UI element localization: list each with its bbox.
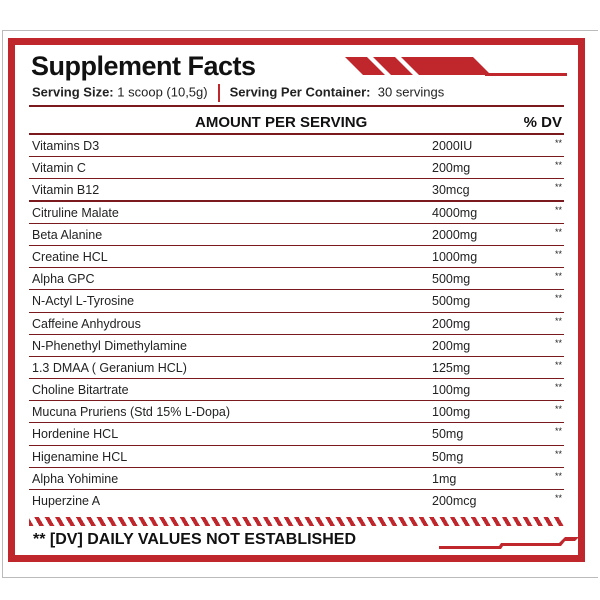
nutrient-name: Vitamins D3 — [32, 139, 100, 153]
nutrient-name: Higenamine HCL — [32, 449, 128, 464]
nutrient-name: Creatine HCL — [32, 249, 108, 264]
nutrient-dv: ** — [554, 271, 562, 282]
nutrient-dv: ** — [554, 382, 562, 393]
serving-size-value: 1 scoop (10,5g) — [117, 84, 208, 100]
nutrient-amount: 100mg — [432, 405, 471, 420]
nutrient-dv: ** — [554, 293, 562, 304]
nutrient-amount: 1000mg — [432, 249, 478, 264]
table-row: Beta Alanine 2000mg ** — [29, 224, 564, 246]
nutrient-amount: 125mg — [432, 360, 471, 375]
nutrient-amount: 200mg — [432, 161, 471, 176]
nutrient-dv: ** — [554, 359, 562, 370]
nutrient-name: Alpha Yohimine — [32, 471, 119, 486]
nutrient-table: Vitamins D3 2000IU ** Vitamin C 200mg ** Vitam… — [29, 135, 564, 512]
header-dv: % DV — [523, 114, 562, 131]
table-row: Alpha Yohimine 1mg ** — [29, 468, 564, 490]
table-row: Huperzine A 200mcg ** — [29, 490, 564, 512]
table-row: Caffeine Anhydrous 200mg ** — [29, 313, 564, 335]
serving-info: Serving Size: 1 scoop (10,5g) Serving Per… — [32, 84, 444, 102]
nutrient-dv: ** — [554, 138, 562, 148]
table-row: Citruline Malate 4000mg ** — [29, 202, 564, 224]
table-row: Mucuna Pruriens (Std 15% L-Dopa) 100mg ** — [29, 401, 564, 424]
nutrient-name: N-Actyl L-Tyrosine — [32, 294, 135, 309]
striped-divider — [29, 517, 564, 526]
nutrient-amount: 200mg — [432, 316, 471, 331]
table-row: Higenamine HCL 50mg ** — [29, 446, 564, 468]
nutrient-name: Vitamin B12 — [32, 183, 100, 198]
nutrient-name: Mucuna Pruriens (Std 15% L-Dopa) — [32, 405, 231, 420]
nutrient-name: N-Phenethyl Dimethylamine — [32, 338, 187, 353]
nutrient-amount: 500mg — [432, 272, 471, 287]
table-row: Hordenine HCL 50mg ** — [29, 423, 564, 446]
table-row: 1.3 DMAA ( Geranium HCL) 125mg ** — [29, 357, 564, 380]
nutrient-amount: 2000IU — [432, 139, 473, 153]
table-row: N-Actyl L-Tyrosine 500mg ** — [29, 290, 564, 313]
nutrient-name: Citruline Malate — [32, 205, 119, 220]
image-frame — [2, 30, 598, 578]
nutrient-amount: 2000mg — [432, 227, 478, 242]
decorative-stripes-top — [345, 57, 567, 76]
nutrient-amount: 200mg — [432, 338, 471, 353]
nutrient-name: Vitamin C — [32, 161, 86, 176]
servings-value: 30 servings — [377, 84, 445, 100]
nutrient-dv: ** — [554, 226, 562, 237]
nutrient-dv: ** — [554, 470, 562, 481]
nutrient-amount: 500mg — [432, 294, 471, 309]
servings-label: Serving Per Container: — [229, 84, 371, 100]
nutrient-amount: 100mg — [432, 383, 471, 398]
table-row: Alpha GPC 500mg ** — [29, 268, 564, 291]
table-row: Vitamin B12 30mcg ** — [29, 179, 564, 202]
nutrient-dv: ** — [554, 182, 562, 193]
nutrient-amount: 4000mg — [432, 205, 478, 220]
nutrient-name: Alpha GPC — [32, 272, 95, 287]
nutrient-amount: 1mg — [432, 471, 457, 486]
table-row: N-Phenethyl Dimethylamine 200mg ** — [29, 335, 564, 357]
nutrient-dv: ** — [554, 315, 562, 326]
decorative-line-bottom — [439, 537, 579, 549]
nutrient-amount: 200mcg — [432, 494, 477, 508]
divider — [29, 105, 564, 107]
serving-size-label: Serving Size: — [32, 84, 114, 100]
nutrient-name: Choline Bitartrate — [32, 383, 129, 398]
nutrient-dv: ** — [554, 426, 562, 437]
nutrient-name: Caffeine Anhydrous — [32, 316, 141, 331]
header-amount: AMOUNT PER SERVING — [195, 114, 368, 131]
supplement-facts-panel: Supplement Facts Serving Size: 1 scoop (… — [8, 38, 585, 562]
nutrient-amount: 50mg — [432, 427, 464, 442]
nutrient-dv: ** — [554, 337, 562, 348]
nutrient-name: Hordenine HCL — [32, 427, 119, 442]
table-row: Choline Bitartrate 100mg ** — [29, 379, 564, 402]
nutrient-dv: ** — [554, 160, 562, 171]
table-row: Vitamin C 200mg ** — [29, 157, 564, 180]
nutrient-dv: ** — [554, 248, 562, 259]
nutrient-name: 1.3 DMAA ( Geranium HCL) — [32, 360, 187, 375]
nutrient-dv: ** — [554, 404, 562, 415]
nutrient-dv: ** — [554, 448, 562, 459]
nutrient-amount: 30mcg — [432, 183, 470, 198]
nutrient-dv: ** — [554, 204, 562, 215]
nutrient-dv: ** — [554, 493, 562, 503]
divider — [29, 133, 564, 135]
nutrient-name: Beta Alanine — [32, 227, 103, 242]
nutrient-amount: 50mg — [432, 449, 464, 464]
table-row: Creatine HCL 1000mg ** — [29, 246, 564, 269]
table-row: Vitamins D3 2000IU ** — [29, 135, 564, 158]
divider — [217, 84, 220, 102]
footnote: ** [DV] DAILY VALUES NOT ESTABLISHED — [33, 531, 356, 548]
panel-title: Supplement Facts — [31, 51, 256, 81]
nutrient-name: Huperzine A — [32, 494, 101, 508]
